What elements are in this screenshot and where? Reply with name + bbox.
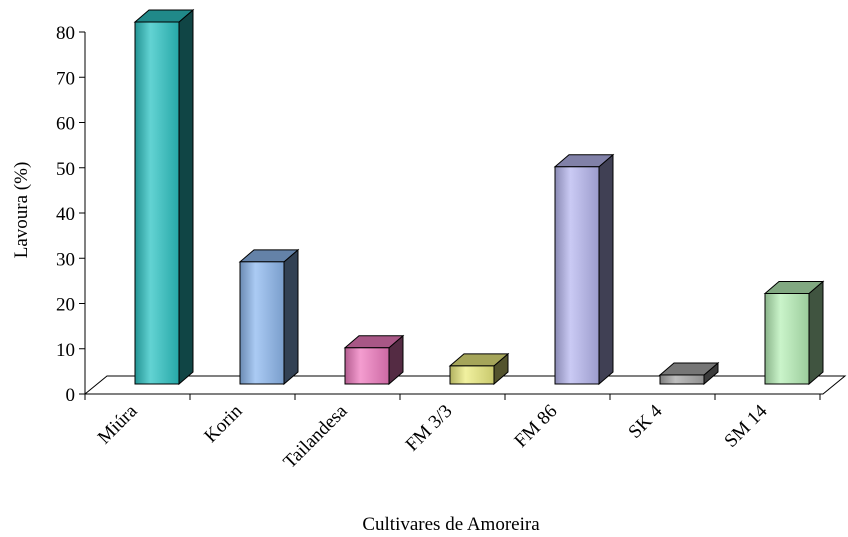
y-tick-label: 80: [56, 23, 75, 44]
x-tick-label: Miúra: [94, 400, 142, 448]
y-tick-label: 30: [56, 249, 75, 270]
bar-front: [449, 365, 495, 385]
bar-side: [178, 8, 194, 386]
bar-side: [808, 280, 824, 386]
x-axis-title: Cultivares de Amoreira: [362, 514, 540, 535]
y-axis-title: Lavoura (%): [11, 162, 32, 259]
bar-front: [134, 21, 180, 385]
bar-1: [238, 248, 300, 386]
bar-3: [448, 352, 510, 386]
bar-5: [658, 361, 720, 386]
y-tick-label: 10: [56, 340, 75, 361]
bar-side: [598, 153, 614, 386]
x-tick-label: SM 14: [720, 400, 771, 451]
bar-front: [344, 347, 390, 385]
bar-2: [343, 334, 405, 386]
x-tick-label: Korin: [200, 400, 247, 447]
chart-bars: [133, 8, 825, 386]
y-tick-label: 20: [56, 295, 75, 316]
x-tick-label: SK 4: [624, 400, 666, 442]
bar-front: [239, 261, 285, 385]
x-tick-label: FM 86: [510, 401, 561, 452]
y-tick-label: 0: [66, 385, 76, 406]
y-tick-label: 60: [56, 114, 75, 135]
bar-front: [764, 293, 810, 385]
bar-front: [659, 374, 705, 385]
chart-floor: [83, 375, 847, 395]
bar-side: [283, 248, 299, 386]
bar-6: [763, 280, 825, 386]
chart-axes: [79, 31, 847, 400]
x-tick-label: Tailandesa: [279, 400, 351, 472]
bar-front: [554, 166, 600, 385]
bar-0: [133, 8, 195, 386]
y-tick-label: 70: [56, 68, 75, 89]
x-tick-label: FM 3/3: [402, 401, 457, 456]
y-tick-label: 40: [56, 204, 75, 225]
bar-4: [553, 153, 615, 386]
y-tick-label: 50: [56, 159, 75, 180]
